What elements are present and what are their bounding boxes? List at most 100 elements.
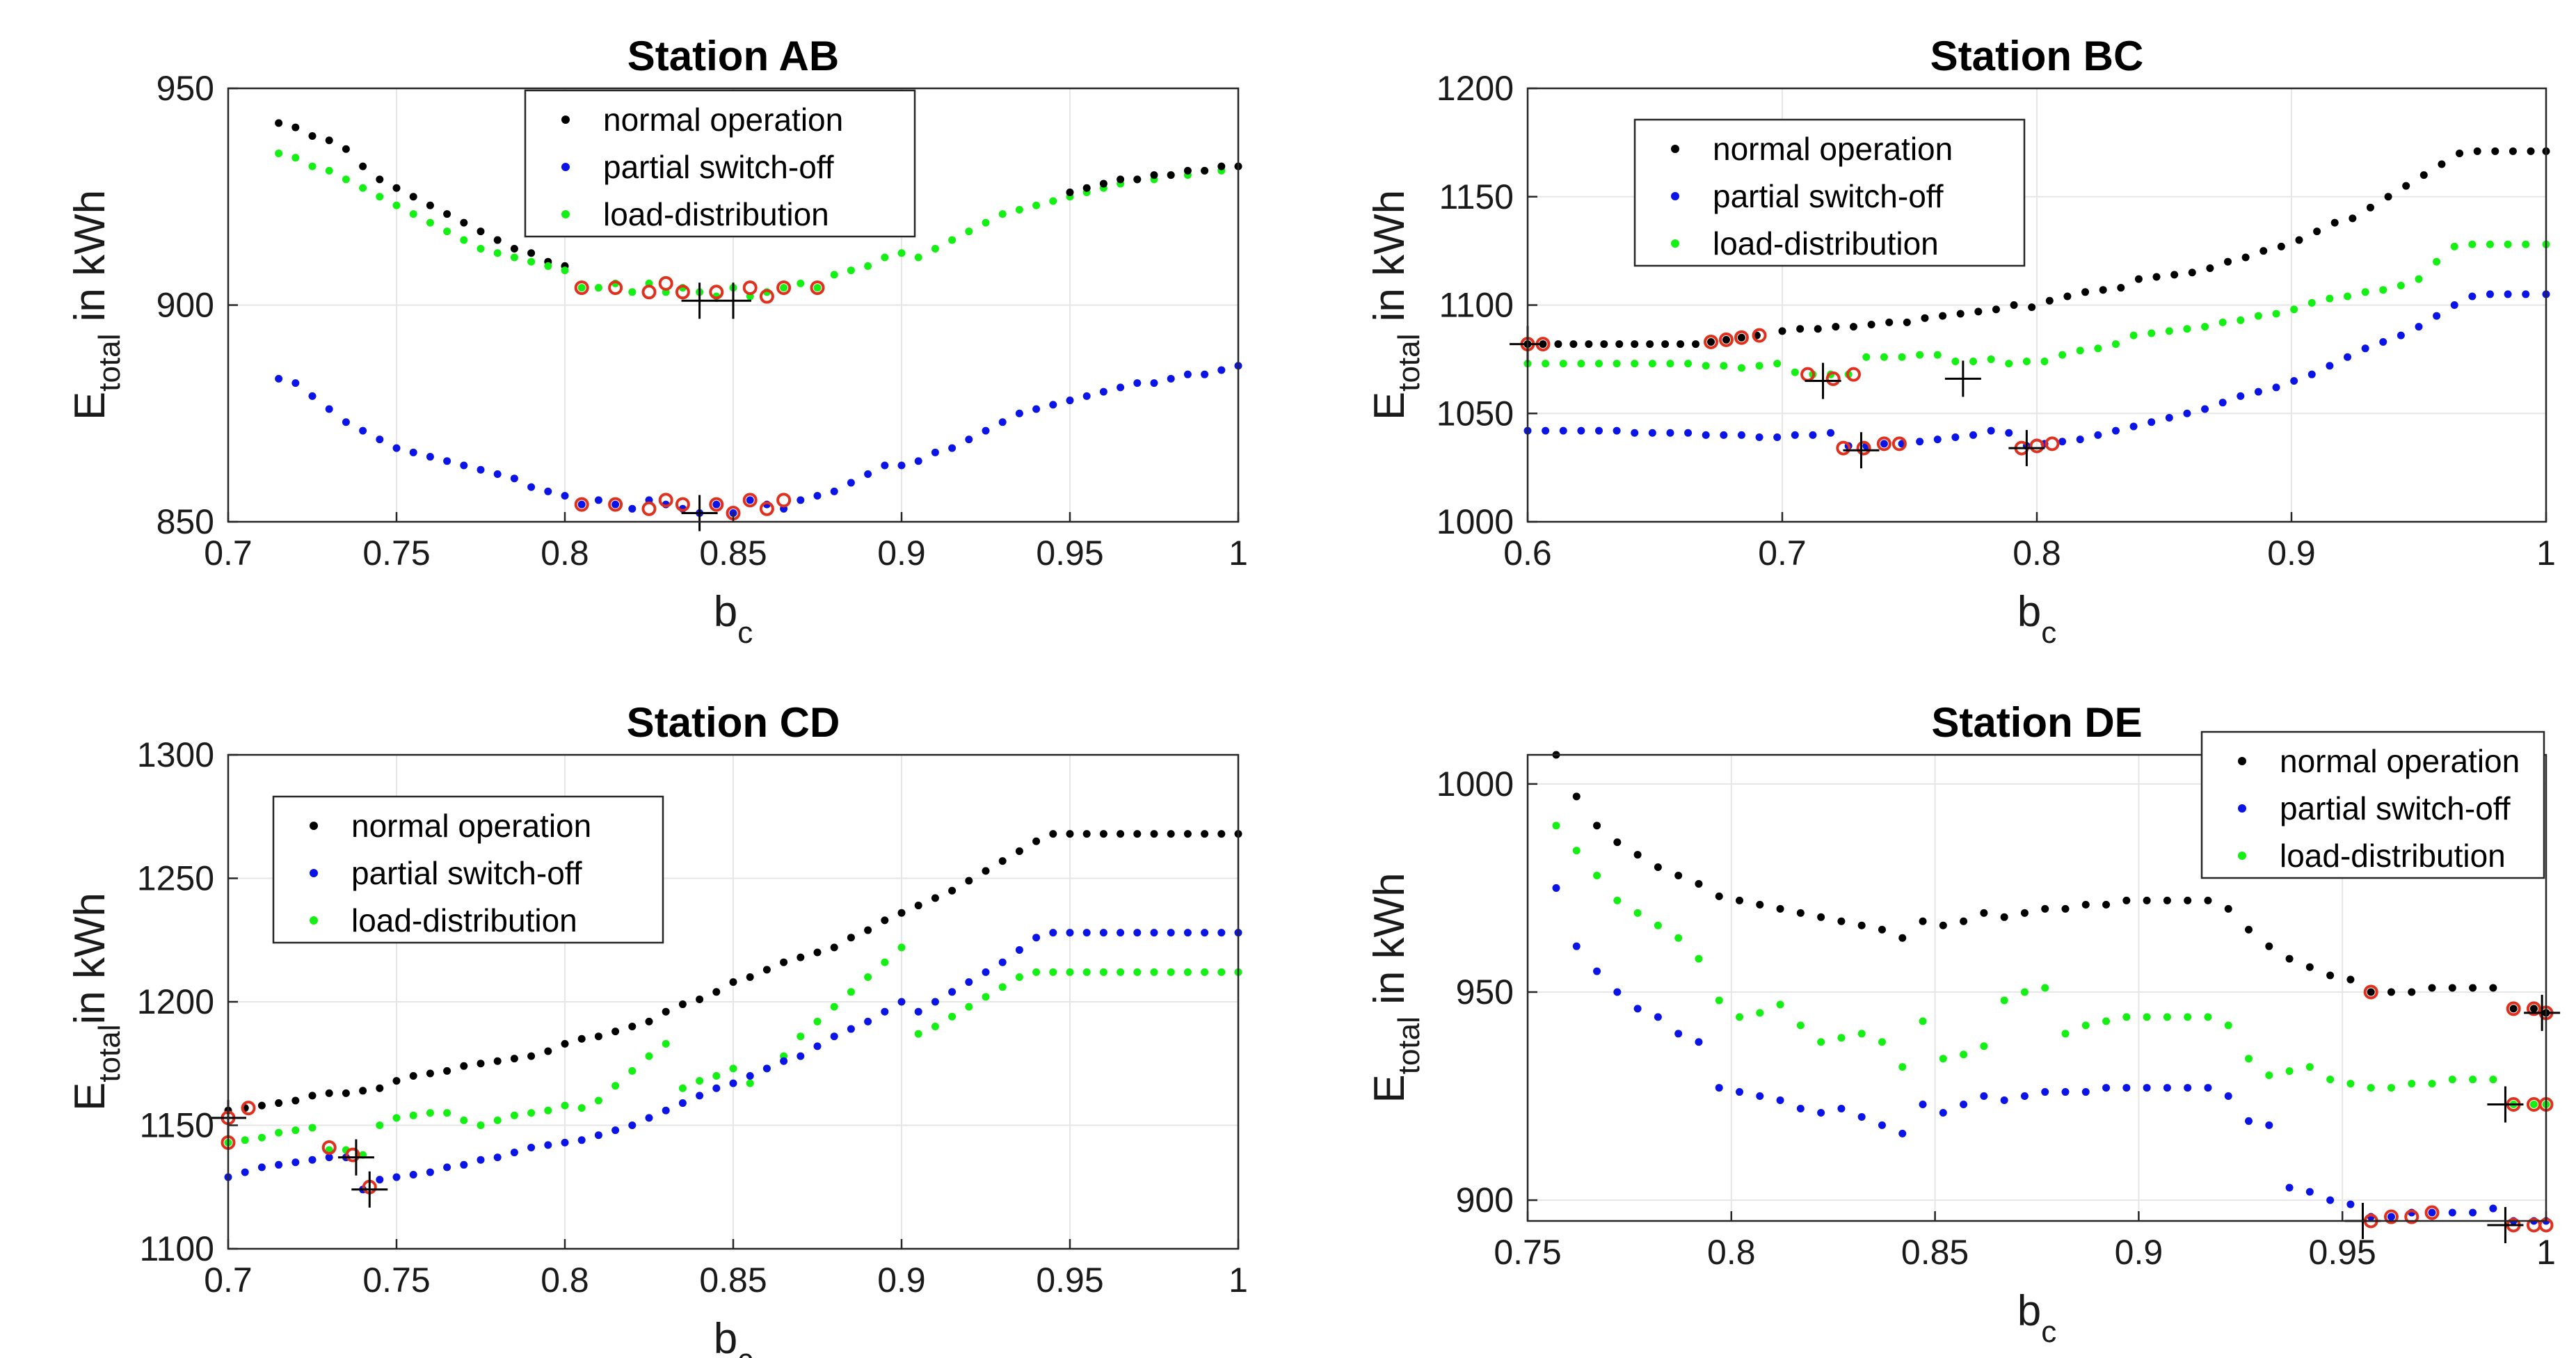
data-point — [2379, 337, 2387, 346]
highlight-ring — [709, 285, 724, 300]
data-point — [2305, 1188, 2314, 1196]
x-axis-label: bc — [714, 588, 753, 650]
optimum-marker — [681, 495, 718, 532]
data-point — [1862, 353, 1871, 361]
data-point — [914, 1007, 922, 1016]
data-point — [998, 210, 1007, 218]
highlight-ring — [1876, 436, 1891, 452]
data-point — [527, 483, 536, 491]
data-point — [1674, 1030, 1683, 1038]
data-point — [1878, 1038, 1886, 1046]
data-point — [1217, 366, 1226, 374]
data-point — [830, 1032, 838, 1041]
y-axis-label: Etotal in kWh — [1366, 190, 1426, 420]
data-point — [2305, 1063, 2314, 1071]
data-point — [1654, 1013, 1662, 1021]
highlight-ring — [2045, 436, 2060, 452]
data-point — [1082, 392, 1091, 400]
data-point — [678, 1084, 687, 1092]
data-point — [308, 392, 317, 400]
data-point — [2184, 1084, 2192, 1092]
data-point — [2522, 290, 2530, 298]
data-point — [847, 479, 855, 487]
data-point — [1960, 917, 1968, 925]
data-point — [1631, 429, 1639, 437]
data-point — [257, 1101, 266, 1110]
data-point — [2081, 288, 2090, 296]
data-point — [746, 973, 754, 981]
data-point — [1654, 863, 1662, 872]
data-point — [510, 253, 518, 262]
data-point — [1559, 426, 1567, 435]
data-point — [392, 201, 401, 209]
data-point — [1814, 325, 1822, 333]
highlight-ring — [608, 497, 623, 512]
data-point — [1715, 996, 1723, 1005]
data-point — [1133, 929, 1142, 937]
data-point — [2245, 925, 2253, 934]
data-point — [1552, 822, 1560, 830]
data-point — [897, 998, 906, 1006]
legend-swatch — [2238, 804, 2246, 813]
highlight-ring — [1846, 367, 1861, 382]
data-point — [2163, 896, 2171, 904]
data-point — [1117, 929, 1125, 937]
data-point — [2000, 996, 2008, 1005]
data-point — [1183, 830, 1192, 838]
data-point — [1878, 1121, 1886, 1129]
data-point — [2241, 253, 2250, 262]
x-tick-label: 0.85 — [1901, 1233, 1969, 1272]
x-tick-label: 0.75 — [362, 534, 430, 573]
data-point — [460, 1062, 468, 1070]
data-point — [2224, 904, 2232, 913]
data-point — [1594, 426, 1603, 435]
data-point — [931, 448, 939, 456]
data-point — [2122, 896, 2131, 904]
data-point — [965, 436, 973, 444]
data-point — [1613, 896, 1622, 904]
data-point — [2041, 984, 2049, 992]
data-point — [1933, 436, 1942, 444]
data-point — [2183, 325, 2191, 333]
data-point — [1951, 357, 1960, 365]
highlight-ring — [759, 501, 774, 516]
data-point — [477, 465, 485, 474]
data-point — [897, 249, 906, 257]
data-point — [409, 1072, 417, 1080]
data-point — [527, 1143, 536, 1151]
data-point — [1648, 360, 1656, 368]
data-point — [1066, 830, 1074, 838]
data-point — [1032, 405, 1041, 413]
legend-swatch — [310, 822, 318, 830]
data-point — [1695, 954, 1703, 963]
data-point — [1201, 830, 1209, 838]
data-point — [1572, 847, 1581, 855]
series-3 — [224, 929, 1242, 1194]
legend: normal operation partial switch-off load-d… — [1633, 118, 2026, 267]
data-point — [275, 374, 283, 383]
data-point — [2379, 286, 2387, 294]
data-point — [2129, 422, 2138, 431]
x-tick-label: 0.8 — [1707, 1233, 1756, 1272]
data-point — [1150, 379, 1158, 388]
data-point — [2504, 290, 2512, 298]
data-point — [561, 266, 569, 275]
data-point — [544, 1106, 552, 1115]
data-point — [2000, 1096, 2008, 1105]
data-point — [2408, 988, 2416, 996]
data-point — [2272, 310, 2280, 318]
data-point — [1898, 934, 1907, 942]
data-point — [864, 926, 872, 934]
legend-swatch — [1671, 145, 1679, 153]
data-point — [611, 1126, 620, 1135]
highlight-ring — [658, 275, 673, 291]
data-point — [1099, 968, 1107, 976]
data-point — [965, 1002, 973, 1011]
highlight-ring — [2363, 984, 2378, 1000]
highlight-ring — [574, 280, 589, 296]
data-point — [376, 193, 384, 201]
highlight-ring — [675, 285, 690, 300]
data-point — [594, 284, 602, 292]
legend-box — [272, 795, 664, 944]
